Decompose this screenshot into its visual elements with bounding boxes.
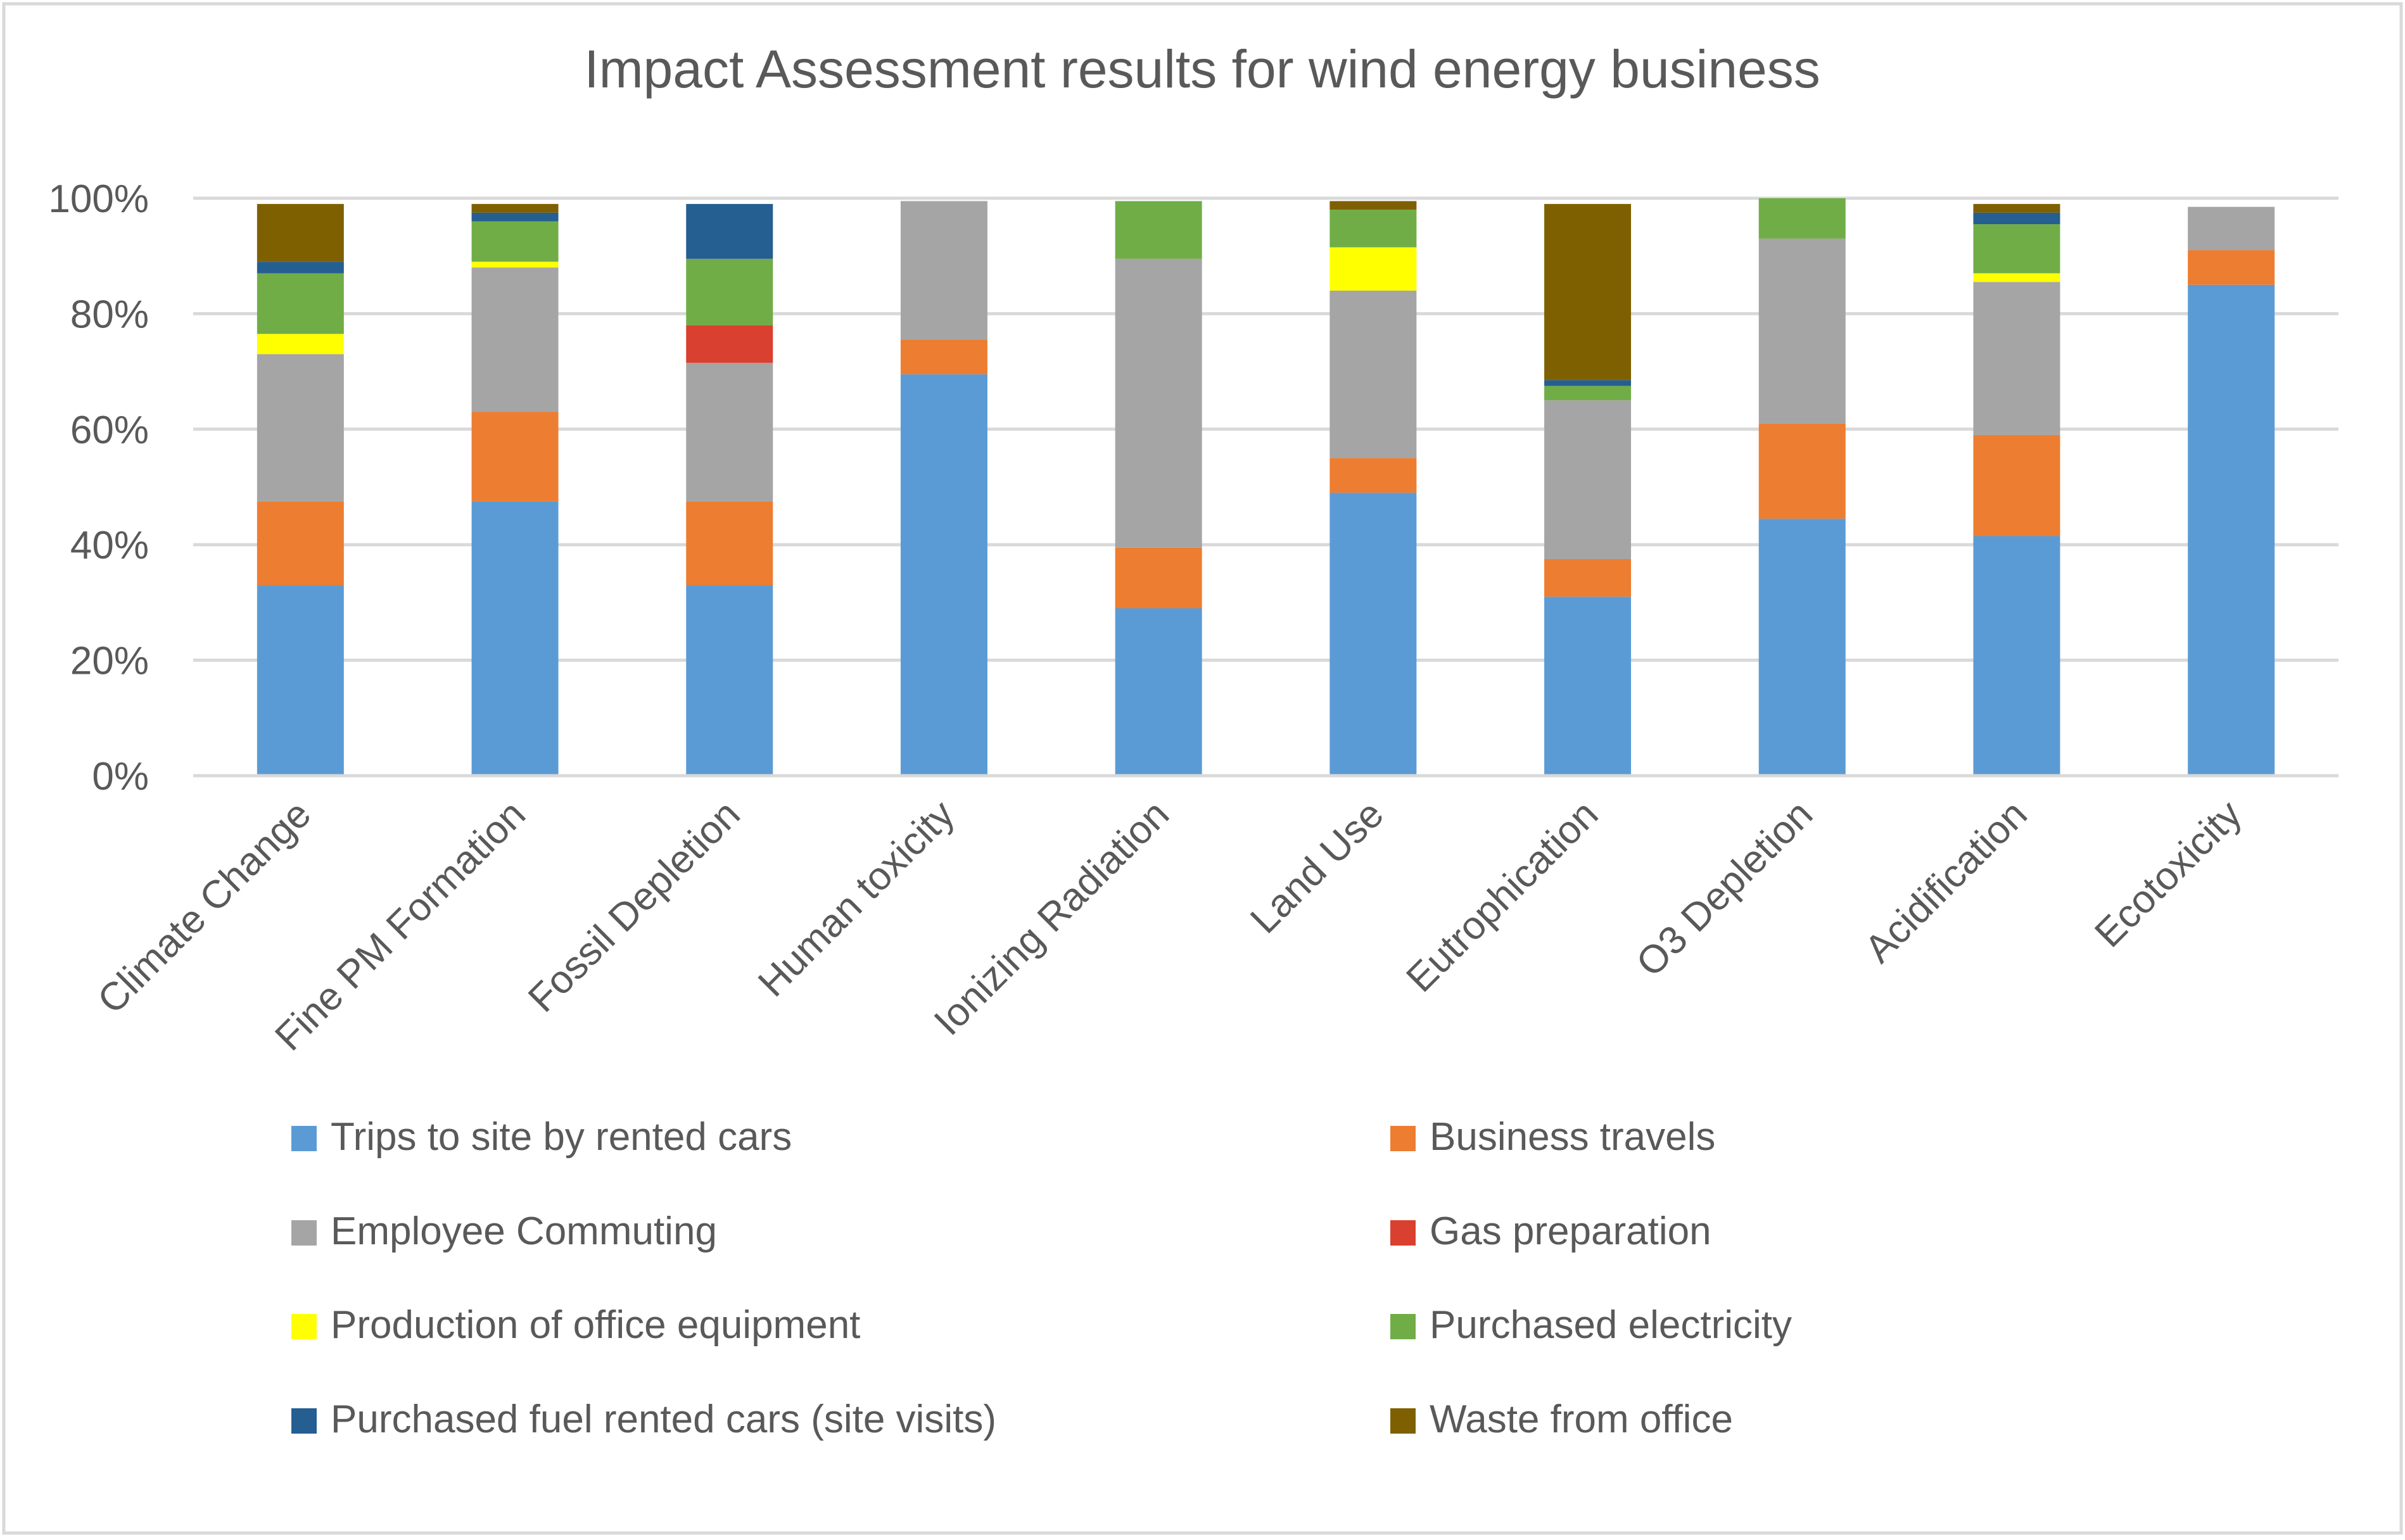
bar-segment xyxy=(471,221,559,262)
bar-segment xyxy=(257,334,344,355)
bar-segment xyxy=(1973,204,2060,213)
legend-label: Waste from office xyxy=(1430,1398,1733,1441)
legend-label: Purchased electricity xyxy=(1430,1303,1792,1347)
bar-segment xyxy=(257,204,344,262)
legend-label: Trips to site by rented cars xyxy=(331,1115,792,1159)
bar-segment xyxy=(1115,608,1202,776)
bar-segment xyxy=(686,204,773,259)
legend-label: Business travels xyxy=(1430,1115,1715,1159)
legend-swatch xyxy=(1390,1126,1416,1151)
bar-segment xyxy=(1758,423,1846,519)
legend-label: Purchased fuel rented cars (site visits) xyxy=(331,1398,996,1441)
y-tick-label: 0% xyxy=(92,755,149,798)
bar-segment xyxy=(1329,210,1417,248)
y-tick-label: 100% xyxy=(48,177,149,221)
bar-segment xyxy=(2188,250,2275,285)
bar-segment xyxy=(257,501,344,586)
bar-segment xyxy=(1544,380,1632,386)
legend-label: Production of office equipment xyxy=(331,1303,860,1347)
legend-swatch xyxy=(291,1314,317,1339)
bar-segment xyxy=(1329,247,1417,291)
bar-segment xyxy=(1115,258,1202,548)
bar-segment xyxy=(1115,547,1202,609)
legend-swatch xyxy=(1390,1408,1416,1434)
bar-segment xyxy=(2188,206,2275,251)
y-tick-label: 40% xyxy=(70,524,149,567)
bar-segment xyxy=(1544,559,1632,597)
bar-segment xyxy=(471,501,559,776)
bar-segment xyxy=(1973,212,2060,225)
bar-segment xyxy=(471,267,559,412)
legend: Trips to site by rented cars Business tra… xyxy=(291,1115,1792,1441)
bar-segment xyxy=(471,212,559,222)
bar-segment xyxy=(686,258,773,325)
bar-segment xyxy=(471,262,559,268)
legend-swatch xyxy=(291,1408,317,1434)
bar-segment xyxy=(1544,596,1632,776)
bar-segment xyxy=(1973,536,2060,776)
bar-segment xyxy=(1973,273,2060,282)
bar-segment xyxy=(1115,201,1202,259)
bar-segment xyxy=(257,262,344,274)
legend-swatch xyxy=(291,1126,317,1151)
y-tick-label: 60% xyxy=(70,408,149,452)
bar-segment xyxy=(1544,204,1632,381)
bar-segment xyxy=(1544,386,1632,401)
chart-title: Impact Assessment results for wind energ… xyxy=(584,39,1820,99)
bar-segment xyxy=(1973,434,2060,536)
bar-segment xyxy=(1329,201,1417,210)
bar-segment xyxy=(1973,282,2060,435)
legend-swatch xyxy=(291,1220,317,1246)
bar-segment xyxy=(1544,400,1632,559)
legend-label: Gas preparation xyxy=(1430,1209,1711,1253)
bar-segment xyxy=(257,273,344,334)
bar-segment xyxy=(1758,519,1846,776)
bar-segment xyxy=(1758,198,1846,239)
bar-segment xyxy=(686,585,773,776)
bars xyxy=(193,198,2338,778)
bar-segment xyxy=(471,204,559,213)
bar-segment xyxy=(2188,284,2275,776)
bar-segment xyxy=(1329,458,1417,493)
bar-segment xyxy=(900,339,987,375)
bar-segment xyxy=(257,585,344,776)
bar-segment xyxy=(686,325,773,363)
bar-segment xyxy=(257,354,344,502)
y-tick-label: 20% xyxy=(70,640,149,683)
bar-segment xyxy=(1758,238,1846,424)
bar-segment xyxy=(1973,224,2060,274)
bar-segment xyxy=(900,374,987,776)
legend-label: Employee Commuting xyxy=(331,1209,717,1253)
bar-segment xyxy=(1329,493,1417,776)
bar-segment xyxy=(686,362,773,502)
legend-swatch xyxy=(1390,1314,1416,1339)
y-tick-label: 80% xyxy=(70,293,149,336)
bar-segment xyxy=(900,201,987,340)
bar-segment xyxy=(1329,290,1417,458)
legend-swatch xyxy=(1390,1220,1416,1246)
bar-segment xyxy=(471,412,559,502)
bar-segment xyxy=(686,501,773,586)
y-axis-ticks: 0% 20% 40% 60% 80% 100% xyxy=(48,177,149,798)
